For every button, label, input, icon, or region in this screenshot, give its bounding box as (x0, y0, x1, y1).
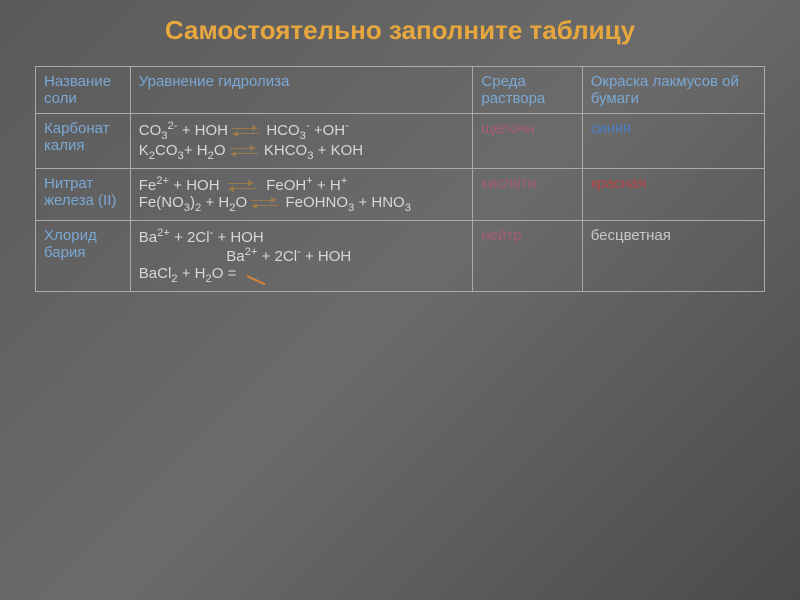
table-row: Нитрат железа (II) Fe2+ + HOH FeOH+ + H+… (36, 169, 765, 221)
header-equation: Уравнение гидролиза (130, 67, 473, 114)
slide: Самостоятельно заполните таблицу Названи… (0, 0, 800, 600)
table-row: Хлорид бария Ba2+ + 2Cl- + HOH Ba2+ + 2C… (36, 221, 765, 292)
table-header-row: Название соли Уравнение гидролиза Среда … (36, 67, 765, 114)
header-environment: Среда раствора (473, 67, 582, 114)
slide-title: Самостоятельно заполните таблицу (35, 15, 765, 46)
salt-name: Хлорид бария (36, 221, 131, 292)
color-cell: красная (582, 169, 764, 221)
header-salt: Название соли (36, 67, 131, 114)
environment-cell: кислотн (473, 169, 582, 221)
color-cell: бесцветная (582, 221, 764, 292)
environment-cell: нейтр (473, 221, 582, 292)
salt-name: Нитрат железа (II) (36, 169, 131, 221)
header-color: Окраска лакмусов ой бумаги (582, 67, 764, 114)
table-row: Карбонат калия CO32- + HOH HCO3- +OH- K2… (36, 114, 765, 169)
color-cell: синяя (582, 114, 764, 169)
environment-cell: щелочн (473, 114, 582, 169)
equation-cell: Ba2+ + 2Cl- + HOH Ba2+ + 2Cl- + HOH BaCl… (130, 221, 473, 292)
hydrolysis-table: Название соли Уравнение гидролиза Среда … (35, 66, 765, 292)
equation-cell: CO32- + HOH HCO3- +OH- K2CO3+ H2O KHCO3 … (130, 114, 473, 169)
salt-name: Карбонат калия (36, 114, 131, 169)
equation-cell: Fe2+ + HOH FeOH+ + H+ Fe(NO3)2 + H2O FeO… (130, 169, 473, 221)
